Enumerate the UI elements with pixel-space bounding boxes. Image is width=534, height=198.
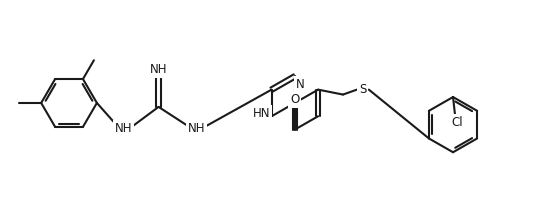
- Text: HN: HN: [253, 107, 270, 120]
- Text: NH: NH: [187, 122, 205, 135]
- Text: O: O: [290, 93, 300, 107]
- Text: NH: NH: [150, 63, 167, 76]
- Text: N: N: [295, 78, 304, 91]
- Text: NH: NH: [115, 122, 132, 135]
- Text: Cl: Cl: [451, 116, 463, 129]
- Text: S: S: [359, 83, 366, 96]
